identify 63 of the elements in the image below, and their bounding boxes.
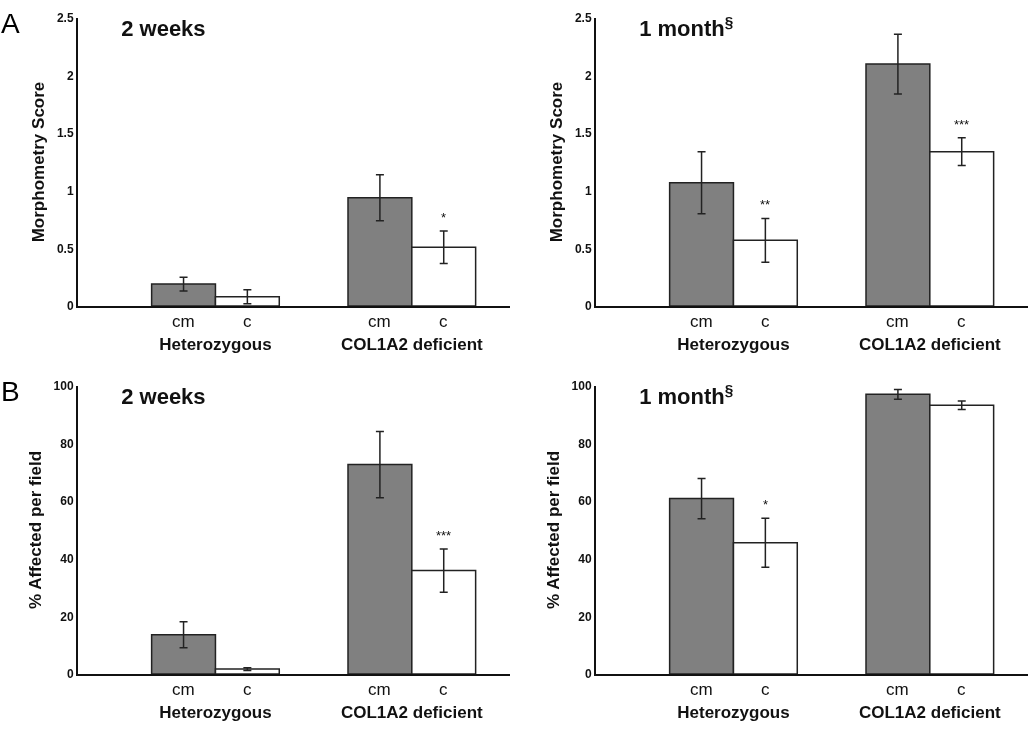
y-tick-label: 100: [571, 379, 592, 394]
y-tick-label: 80: [60, 436, 74, 451]
y-tick-label: 40: [578, 552, 592, 566]
data-label: *: [441, 210, 447, 225]
x-tick-label: COL1A2 deficient: [340, 335, 483, 355]
text: cm: [368, 680, 391, 699]
y-tick-label: 80: [578, 436, 592, 451]
series-label: cm: [690, 680, 713, 699]
series-label: c: [243, 312, 252, 331]
y-tick-label: 0: [584, 667, 592, 682]
data-label: **: [760, 197, 771, 212]
x-tick-label: COL1A2 deficient: [858, 335, 1001, 355]
y-tick-label: 1: [584, 184, 592, 198]
y-tick-label: 60: [578, 494, 592, 509]
y-tick-label: 2: [584, 68, 592, 83]
y-tick-label: 0: [584, 299, 592, 314]
y-tick-label: 0.5: [56, 241, 74, 256]
series-label: c: [243, 680, 252, 699]
y-tick-label: 0.5: [574, 241, 592, 256]
y-tick-label: 20: [578, 609, 592, 624]
y-tick-label: 60: [60, 494, 74, 509]
x-tick-label: Heterozygous: [159, 335, 272, 355]
series-label: c: [761, 680, 770, 699]
chart-title: 1 month$^{§}$: [639, 381, 734, 410]
chart-title: 2 weeks: [121, 16, 206, 42]
y-tick-label: 2.5: [56, 11, 74, 26]
y-axis-title: % Affected per field: [543, 450, 563, 610]
text: B: [1, 376, 20, 407]
text: cm: [886, 312, 909, 331]
data-label: *: [763, 497, 769, 512]
text: cm: [368, 312, 391, 331]
y-tick-label: 20: [60, 609, 74, 624]
text: cm: [886, 680, 909, 699]
y-tick-label: 2: [66, 68, 74, 83]
y-tick-label: 1: [66, 184, 74, 198]
y-axis-title: Morphometry Score: [28, 81, 48, 243]
x-tick-label: Heterozygous: [677, 335, 790, 355]
y-tick-label: 0: [66, 299, 74, 314]
y-tick-label: 2.5: [574, 11, 592, 26]
x-tick-label: Heterozygous: [159, 703, 272, 723]
text: A: [1, 8, 20, 39]
x-tick-label: COL1A2 deficient: [858, 703, 1001, 723]
y-tick-label: 100: [53, 379, 74, 394]
text: c: [439, 312, 448, 331]
data-label: ***: [436, 528, 452, 543]
data-label: ***: [954, 117, 970, 132]
series-label: c: [761, 312, 770, 331]
chart-title: 2 weeks: [121, 384, 206, 410]
series-label: cm: [172, 312, 195, 331]
x-tick-label: COL1A2 deficient: [340, 703, 483, 723]
x-tick-label: Heterozygous: [677, 703, 790, 723]
series-label: cm: [172, 680, 195, 699]
text: c: [439, 680, 448, 699]
text: c: [957, 680, 966, 699]
text: c: [957, 312, 966, 331]
y-axis-title: Morphometry Score: [546, 81, 566, 243]
y-axis-title: % Affected per field: [25, 450, 45, 610]
y-tick-label: 0: [66, 667, 74, 682]
y-tick-label: 1.5: [56, 126, 74, 141]
chart-title: 1 month$^{§}$: [639, 13, 734, 42]
y-tick-label: 40: [60, 552, 74, 566]
y-tick-label: 1.5: [574, 126, 592, 141]
series-label: cm: [690, 312, 713, 331]
